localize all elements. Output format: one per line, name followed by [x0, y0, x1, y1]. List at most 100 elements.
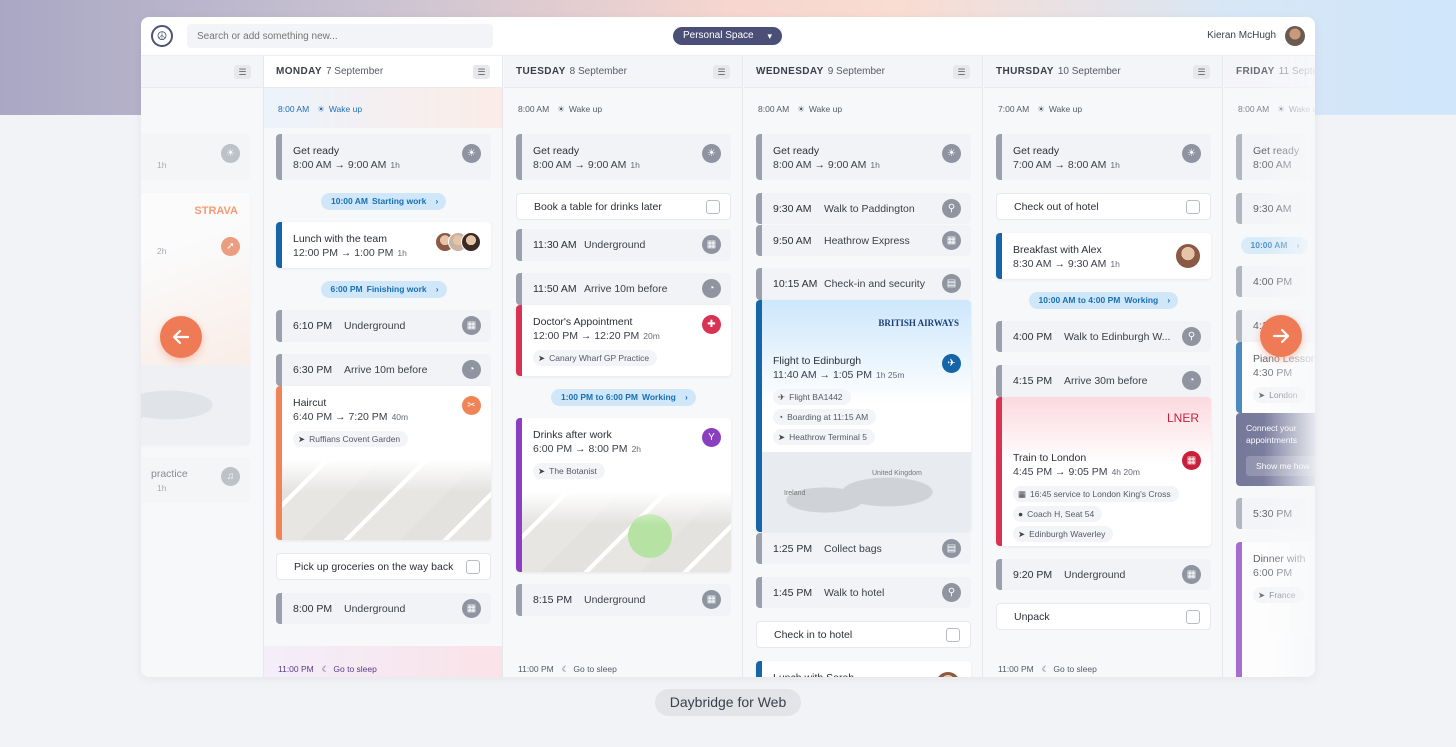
event-card[interactable]: Piano Lesson 4:30 PM ➤ London: [1236, 342, 1315, 413]
event-color-bar: [516, 134, 522, 180]
pill-label: Starting work: [372, 196, 427, 206]
travel-item[interactable]: 1:45 PM Walk to hotel ⚲: [756, 577, 971, 608]
event-times: 8:00 AM → 9:00 AM 1h: [533, 159, 640, 171]
travel-item[interactable]: 9:30 AM Walk to Paddington ⚲: [756, 193, 971, 224]
working-hours-pill[interactable]: 10:00 AM ›: [1240, 237, 1308, 254]
travel-item[interactable]: 6:10 PM Underground ▦: [276, 310, 491, 342]
event-card[interactable]: Get ready 8:00 AM → 9:00 AM 1h ☀: [516, 134, 731, 180]
task-item[interactable]: Unpack: [996, 603, 1211, 630]
pill-time: 6:00 PM: [330, 284, 363, 294]
working-hours-pill[interactable]: 10:00 AM Starting work ›: [321, 193, 447, 210]
attendee-avatar[interactable]: [935, 671, 961, 677]
event-color-bar: [996, 397, 1002, 546]
event-card[interactable]: 1h ☀: [141, 134, 250, 180]
next-days-button[interactable]: [1260, 315, 1302, 357]
travel-item[interactable]: 4:15 PM Arrive 30m before ◔: [996, 365, 1211, 397]
task-checkbox[interactable]: [946, 628, 960, 642]
walking-icon: ⚲: [1182, 327, 1201, 346]
travel-item[interactable]: 11:50 AM Arrive 10m before ◔: [516, 273, 731, 305]
event-card[interactable]: BRITISH AIRWAYS Flight to Edinburgh 11:40 …: [756, 300, 971, 532]
travel-item[interactable]: 1:25 PM Collect bags ▤: [756, 533, 971, 564]
event-card[interactable]: Dinner with 6:00 PM ➤ France: [1236, 542, 1315, 677]
search-input[interactable]: [187, 24, 493, 48]
travel-label: Underground: [584, 239, 646, 251]
marker-time: 8:00 AM: [278, 104, 310, 114]
event-end: 8:00 AM: [1067, 159, 1107, 171]
task-checkbox[interactable]: [466, 560, 480, 574]
event-color-bar: [276, 310, 282, 342]
travel-item[interactable]: 4:00 PM Walk to Edinburgh W... ⚲: [996, 321, 1211, 352]
event-card[interactable]: Get ready 8:00 AM → 9:00 AM 1h ☀: [756, 134, 971, 180]
list-view-icon[interactable]: ☰: [953, 65, 970, 79]
marker-label: Wake up: [1288, 104, 1315, 114]
event-end: 8:00 PM: [588, 443, 628, 455]
medical-cross-icon: ✚: [702, 315, 721, 334]
travel-item[interactable]: 9:20 PM Underground ▦: [996, 559, 1211, 590]
attendee-avatar[interactable]: [461, 232, 481, 252]
event-details: ▦ 16:45 service to London King's Cross ● Co…: [1013, 486, 1179, 546]
travel-item[interactable]: 5:30 PM: [1236, 498, 1315, 529]
event-color-bar: [756, 268, 762, 300]
task-item[interactable]: Check in to hotel: [756, 621, 971, 648]
day-date: 11 September: [1278, 66, 1315, 77]
travel-item[interactable]: 9:30 AM: [1236, 193, 1315, 224]
event-start: 4:45 PM: [1013, 466, 1053, 478]
show-me-how-button[interactable]: Show me how: [1246, 456, 1315, 476]
event-card[interactable]: Get ready 8:00 AM: [1236, 134, 1315, 180]
list-view-icon[interactable]: ☰: [473, 65, 490, 79]
working-hours-pill[interactable]: 10:00 AM to 4:00 PM Working ›: [1028, 292, 1179, 309]
sunrise-icon: ☀: [1277, 104, 1285, 114]
event-card[interactable]: LNER Train to London 4:45 PM → 9:05 PM 4h 2…: [996, 397, 1211, 546]
event-card[interactable]: Breakfast with Alex 8:30 AM → 9:30 AM 1h: [996, 233, 1211, 279]
task-checkbox[interactable]: [1186, 610, 1200, 624]
day-weekday: MONDAY: [276, 66, 322, 77]
marker-time: 8:00 AM: [758, 104, 790, 114]
working-hours-pill[interactable]: 6:00 PM Finishing work ›: [320, 281, 447, 298]
event-start: 7:00 AM: [1013, 159, 1052, 171]
clock-icon: ◔: [1182, 371, 1201, 390]
working-hours-pill[interactable]: 1:00 PM to 6:00 PM Working ›: [551, 389, 696, 406]
arrow-right-icon: →: [577, 330, 595, 342]
list-view-icon[interactable]: ☰: [234, 65, 251, 79]
event-start: 4:30 PM: [1253, 367, 1293, 379]
event-card[interactable]: Haircut 6:40 PM → 7:20 PM 40m ✂ ➤ Ruffians Co…: [276, 386, 491, 540]
task-checkbox[interactable]: [706, 200, 720, 214]
space-switcher[interactable]: Personal Space ▾: [673, 27, 782, 45]
event-card[interactable]: 2h ➚ STRAVA: [141, 193, 250, 445]
attendee-avatar[interactable]: [1175, 243, 1201, 269]
travel-item[interactable]: 9:50 AM Heathrow Express ▦: [756, 225, 971, 256]
event-duration: 1h: [1110, 259, 1120, 269]
event-card[interactable]: Drinks after work 6:00 PM → 8:00 PM 2h Y ➤ Th…: [516, 418, 731, 572]
event-card[interactable]: Get ready 8:00 AM → 9:00 AM 1h ☀: [276, 134, 491, 180]
user-name[interactable]: Kieran McHugh: [1207, 30, 1276, 41]
event-map: [141, 365, 250, 445]
travel-item[interactable]: 8:00 PM Underground ▦: [276, 593, 491, 624]
event-card[interactable]: Lunch with Sarah: [756, 661, 971, 677]
travel-item[interactable]: 10:15 AM Check-in and security ▤: [756, 268, 971, 300]
list-view-icon[interactable]: ☰: [1193, 65, 1210, 79]
event-card[interactable]: practice 1h ♫: [141, 457, 250, 503]
cocktail-icon: Y: [702, 428, 721, 447]
task-label: Pick up groceries on the way back: [294, 561, 454, 573]
travel-item[interactable]: 6:30 PM Arrive 10m before ◔: [276, 354, 491, 386]
event-times: 8:00 AM: [1253, 159, 1292, 171]
task-item[interactable]: Check out of hotel: [996, 193, 1211, 220]
travel-label: Walk to Edinburgh W...: [1064, 331, 1171, 343]
event-details: ➤ Canary Wharf GP Practice: [533, 350, 658, 370]
event-card[interactable]: Lunch with the team 12:00 PM → 1:00 PM 1h: [276, 222, 491, 268]
task-checkbox[interactable]: [1186, 200, 1200, 214]
travel-item[interactable]: 11:30 AM Underground ▦: [516, 229, 731, 261]
list-view-icon[interactable]: ☰: [713, 65, 730, 79]
task-item[interactable]: Book a table for drinks later: [516, 193, 731, 220]
marker-time: 8:00 AM: [1238, 104, 1270, 114]
daybridge-logo-icon[interactable]: ☮: [151, 25, 173, 47]
previous-days-button[interactable]: [160, 316, 202, 358]
travel-item[interactable]: 8:15 PM Underground ▦: [516, 584, 731, 616]
task-item[interactable]: Pick up groceries on the way back: [276, 553, 491, 580]
event-times: 8:30 AM → 9:30 AM 1h: [1013, 258, 1120, 270]
user-avatar[interactable]: [1285, 26, 1305, 46]
event-card[interactable]: Doctor's Appointment 12:00 PM → 12:20 PM 2…: [516, 305, 731, 376]
travel-item[interactable]: 4:00 PM: [1236, 266, 1315, 297]
chevron-right-icon: ›: [435, 196, 439, 206]
event-card[interactable]: Get ready 7:00 AM → 8:00 AM 1h ☀: [996, 134, 1211, 180]
